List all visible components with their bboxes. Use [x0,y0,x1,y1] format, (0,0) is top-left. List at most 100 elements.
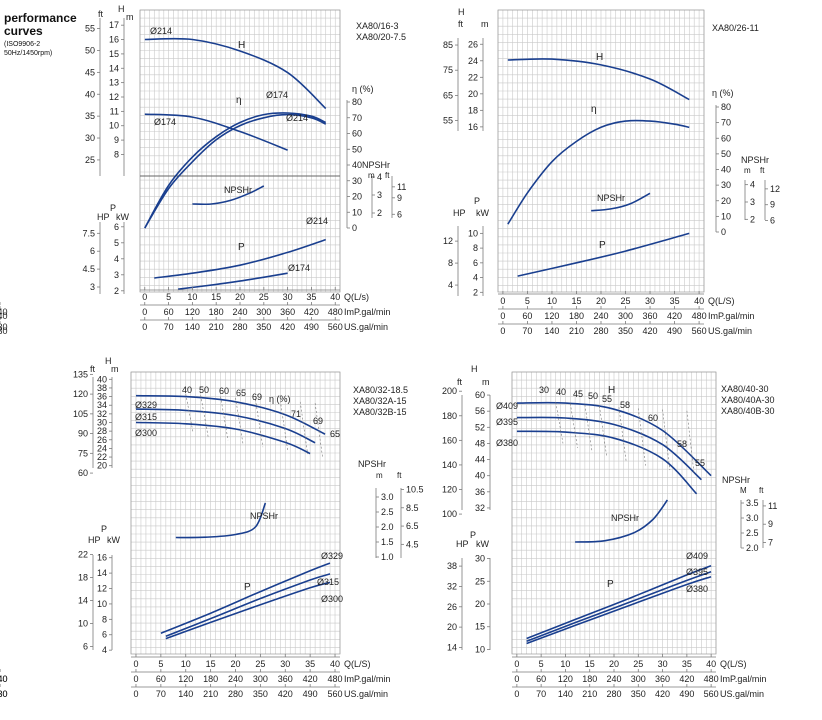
power-kw-axis-tick-label: 3 [114,270,119,280]
x-axis-tick-label: 15 [211,292,221,302]
x-axis-tick-label: 540 [0,674,8,684]
x-axis-tick-label: 420 [655,689,670,699]
power-kw-axis-tick-label: 8 [473,243,478,253]
head-ft-axis-tick-label: 120 [73,389,88,399]
head-curve-0 [516,401,712,477]
eff-contour-label: η (%) [269,394,291,404]
head-m-axis-tick-label: 18 [468,105,478,115]
eff-axis-tick-label: 60 [352,129,362,139]
head-ft-axis-tick-label: 160 [442,435,457,445]
power-hp-axis-tick-label: 4 [448,280,453,290]
eff-axis-tick-label: 20 [352,192,362,202]
eff-contour-label: 60 [219,386,229,396]
x-axis-tick-label: 5 [525,296,530,306]
x-axis-tick-label: 490 [667,326,682,336]
x-axis-tick-label: 0 [500,326,505,336]
x-axis-tick-label: 0 [142,322,147,332]
eff-axis-tick-label: 60 [721,133,731,143]
npsh-m-axis-tick-label: 1.0 [381,552,394,562]
power-curve-1 [177,272,288,290]
x-axis-tick-label: 140 [178,689,193,699]
head-m-axis-tick-label: 28 [97,426,107,436]
head-m-axis-tick-label: 44 [475,455,485,465]
eff-axis-label: η (%) [712,88,734,98]
power-hp-unit: HP [453,208,466,218]
power-d380-label: Ø380 [686,584,708,594]
power-kw-axis-tick-label: 10 [468,228,478,238]
eff-contour-label: 58 [677,439,687,449]
x-axis-tick-label: 480 [692,311,707,321]
eff-contour-label: 40 [556,387,566,397]
power-kw-axis-tick-label: 2 [473,287,478,297]
npsh-m-axis-tick-label: 3.0 [381,492,394,502]
head-ft-axis-tick-label: 45 [85,67,95,77]
x-axis-tick-label: 10 [547,296,557,306]
head-m-axis-tick-label: 56 [475,406,485,416]
head-curve-0 [144,37,327,110]
npsh-curve-label: NPSHr [224,185,252,195]
x-axis-tick-label: 360 [655,674,670,684]
power-hp-axis-tick-label: 7.5 [82,228,95,238]
x-axis-tick-label: 300 [256,307,271,317]
head-m-unit: m [481,19,489,29]
npsh-ft-axis-tick-label: 9 [397,193,402,203]
head-ft-axis-tick-label: 60 [78,468,88,478]
npsh-m-axis-tick-label: 2.5 [381,507,394,517]
npsh-m-axis-tick-label: 3 [377,190,382,200]
x-axis-tick-label: 0 [500,311,505,321]
head-m-axis-tick-label: 36 [97,392,107,402]
power-p-symbol: P [101,524,107,534]
npsh-ft-axis-tick-label: 9 [768,519,773,529]
page-title: performance curves [4,12,77,38]
power-hp-axis-tick-label: 32 [447,581,457,591]
x-axis-tick-label: 180 [209,307,224,317]
power-hp-axis-tick-label: 22 [78,550,88,560]
eff-axis-tick-label: 30 [352,176,362,186]
npsh-ft-axis-tick-label: 10.5 [406,484,424,494]
power-hp-axis-tick-label: 6 [83,641,88,651]
power-hp-axis-tick-label: 6 [90,246,95,256]
eff-curve-label: η [591,104,597,115]
power-curve-label: P [244,582,251,593]
x-axis-tick-label: 0 [514,659,519,669]
head-curve-1 [516,416,702,481]
x-axis-tick-label: 0 [133,689,138,699]
eff-axis-tick-label: 70 [352,113,362,123]
power-p-symbol: P [110,203,116,213]
x-axis-tick-label: 540 [0,311,8,321]
head-m-axis-tick-label: 16 [468,122,478,132]
head-ft-axis-tick-label: 120 [442,484,457,494]
head-m-axis-tick-label: 22 [468,72,478,82]
x-axis-label: Q(L/s) [344,292,369,302]
power-d315-label: Ø315 [317,577,339,587]
power-hp-axis-tick-label: 3 [90,282,95,292]
x-axis-tick-label: 140 [558,689,573,699]
head-m-axis-tick-label: 14 [109,63,119,73]
npsh-m-axis-tick-label: 2.0 [746,543,759,553]
head-d409-label: Ø409 [496,401,518,411]
x-axis-tick-label: 25 [633,659,643,669]
power-kw-axis-tick-label: 4 [102,645,107,655]
x-axis-tick-label: 350 [618,326,633,336]
x-axis-tick-label: 0 [500,296,505,306]
power-curve-2 [165,581,331,640]
head-ft-axis-tick-label: 25 [85,155,95,165]
power-kw-unit: kW [476,208,490,218]
title-line2: curves [4,24,43,38]
head-ft-axis-tick-label: 75 [78,448,88,458]
x-axis-tick-label: 10 [187,292,197,302]
eff-curve-0 [507,119,690,225]
eff-contour-label: 65 [330,429,340,439]
eff-axis-tick-label: 40 [352,160,362,170]
npsh-ft-unit: ft [385,171,390,180]
eff-axis-tick-label: 0 [352,223,357,233]
npsh-ft-axis-tick-label: 8.5 [406,503,419,513]
eff-axis-tick-label: 50 [721,149,731,159]
power-kw-axis-tick-label: 6 [114,222,119,232]
x-axis-tick-label: 70 [156,689,166,699]
eff-contour-label: 50 [588,391,598,401]
x-axis-tick-label: 35 [305,659,315,669]
x-axis-tick-label: 420 [303,674,318,684]
x-axis-tick-label: 240 [228,674,243,684]
head-ft-axis-tick-label: 100 [442,509,457,519]
